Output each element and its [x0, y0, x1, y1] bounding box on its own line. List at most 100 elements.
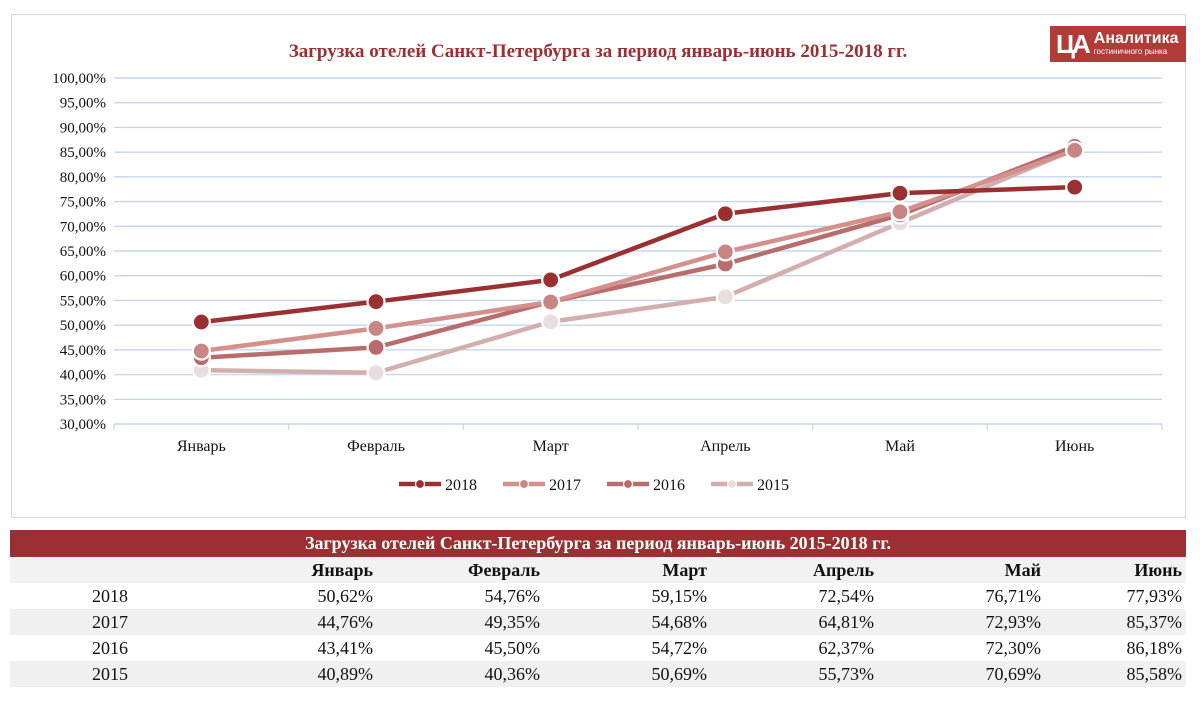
grid-lines: [113, 77, 1163, 430]
data-point: [715, 242, 735, 262]
table-header-cell: [10, 557, 210, 583]
logo-text: Аналитика гостиничного рынка: [1094, 31, 1179, 57]
y-tick-label: 80,00%: [60, 170, 106, 186]
data-point: [541, 312, 561, 332]
series-line: [201, 184, 1075, 325]
legend-item-2015: 2015: [711, 477, 789, 494]
x-tick-label: Февраль: [347, 438, 405, 455]
brand-logo: ЦА Аналитика гостиничного рынка: [1050, 26, 1186, 62]
logo-subtitle: гостиничного рынка: [1093, 47, 1168, 56]
table-cell: 76,71%: [878, 583, 1045, 609]
table-cell: 70,69%: [878, 661, 1045, 687]
legend: 2018 2017 2016 2015: [399, 477, 789, 494]
data-point: [541, 292, 561, 312]
table-cell: 45,50%: [377, 635, 544, 661]
table-cell-year: 2018: [10, 583, 210, 609]
data-point: [1065, 177, 1085, 197]
table-cell-year: 2016: [10, 635, 210, 661]
series-2016: [191, 136, 1085, 368]
table-row: 2016 43,41% 45,50% 54,72% 62,37% 72,30% …: [10, 635, 1186, 661]
table-row: 2015 40,89% 40,36% 50,69% 55,73% 70,69% …: [10, 661, 1186, 687]
data-point: [1065, 140, 1085, 160]
y-tick-label: 50,00%: [60, 318, 106, 334]
legend-label: 2015: [757, 477, 789, 494]
y-axis-ticks: 30,00% 35,00% 40,00% 45,00% 50,00% 55,00% 60,0…: [52, 71, 106, 433]
y-tick-label: 60,00%: [60, 269, 106, 285]
series-line: [201, 147, 1076, 376]
table-header-cell: Февраль: [377, 557, 544, 583]
legend-item-2018: 2018: [399, 477, 477, 494]
chart-title: Загрузка отелей Санкт-Петербурга за пери…: [289, 41, 908, 62]
data-point: [366, 292, 386, 312]
legend-marker: [414, 478, 426, 490]
y-tick-label: 85,00%: [60, 145, 106, 161]
table-cell: 44,76%: [210, 609, 377, 635]
table-cell: 54,72%: [544, 635, 711, 661]
y-tick-label: 75,00%: [60, 195, 106, 211]
data-point: [191, 341, 211, 361]
table-cell: 77,93%: [1045, 583, 1186, 609]
x-tick-label: Май: [885, 438, 915, 455]
data-point: [715, 287, 735, 307]
data-point: [890, 183, 910, 203]
legend-label: 2018: [445, 477, 477, 494]
table-cell: 40,36%: [377, 661, 544, 687]
series-line: [201, 144, 1076, 360]
data-point: [366, 363, 386, 383]
legend-marker: [622, 478, 634, 490]
line-chart: Загрузка отелей Санкт-Петербурга за пери…: [52, 41, 1163, 494]
table-cell-year: 2017: [10, 609, 210, 635]
table-cell: 55,73%: [711, 661, 878, 687]
series-lines: [191, 136, 1085, 383]
legend-label: 2017: [549, 477, 581, 494]
y-tick-label: 45,00%: [60, 343, 106, 359]
table-cell: 54,76%: [377, 583, 544, 609]
table-cell: 59,15%: [544, 583, 711, 609]
logo-title: Аналитика: [1093, 30, 1179, 47]
series-2017: [191, 140, 1085, 361]
data-point: [715, 204, 735, 224]
table-cell: 64,81%: [711, 609, 878, 635]
data-point: [366, 337, 386, 357]
y-tick-label: 40,00%: [60, 368, 106, 384]
table-cell: 62,37%: [711, 635, 878, 661]
legend-marker: [518, 478, 530, 490]
table-cell: 72,30%: [878, 635, 1045, 661]
chart-frame: Загрузка отелей Санкт-Петербурга за пери…: [11, 14, 1186, 518]
x-tick-label: Июнь: [1055, 438, 1094, 455]
table-cell-year: 2015: [10, 661, 210, 687]
y-tick-label: 35,00%: [60, 392, 106, 408]
table-header-row: Январь Февраль Март Апрель Май Июнь: [10, 557, 1186, 583]
table-header-cell: Июнь: [1045, 557, 1186, 583]
legend-item-2016: 2016: [607, 477, 685, 494]
data-table: Загрузка отелей Санкт-Петербурга за пери…: [10, 530, 1186, 687]
y-tick-label: 95,00%: [60, 96, 106, 112]
table-header-cell: Апрель: [711, 557, 878, 583]
table-header-cell: Май: [878, 557, 1045, 583]
y-tick-label: 55,00%: [60, 293, 106, 309]
y-tick-label: 70,00%: [60, 219, 106, 235]
series-2018: [191, 177, 1085, 332]
legend-marker: [726, 478, 738, 490]
table-row: 2018 50,62% 54,76% 59,15% 72,54% 76,71% …: [10, 583, 1186, 609]
legend-item-2017: 2017: [503, 477, 581, 494]
table-header-cell: Январь: [210, 557, 377, 583]
table-cell: 43,41%: [210, 635, 377, 661]
logo-mark: ЦА: [1056, 29, 1091, 59]
data-point: [890, 202, 910, 222]
data-point: [541, 270, 561, 290]
table-cell: 85,58%: [1045, 661, 1186, 687]
data-point: [191, 312, 211, 332]
table-cell: 85,37%: [1045, 609, 1186, 635]
table-header-cell: Март: [544, 557, 711, 583]
table-cell: 40,89%: [210, 661, 377, 687]
table-cell: 50,69%: [544, 661, 711, 687]
table-cell: 50,62%: [210, 583, 377, 609]
y-tick-label: 100,00%: [52, 71, 106, 87]
table-cell: 54,68%: [544, 609, 711, 635]
table-cell: 86,18%: [1045, 635, 1186, 661]
y-tick-label: 90,00%: [60, 120, 106, 136]
table-cell: 49,35%: [377, 609, 544, 635]
y-tick-label: 65,00%: [60, 244, 106, 260]
data-point: [366, 318, 386, 338]
